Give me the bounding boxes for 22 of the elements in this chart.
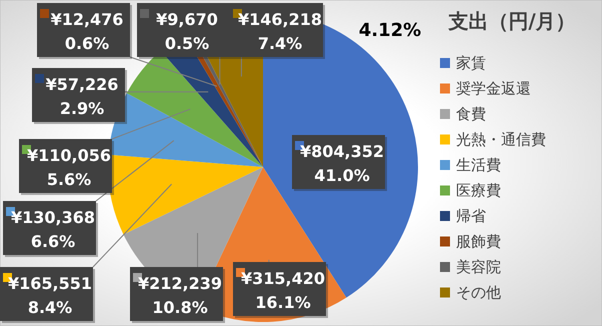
data-label: ¥9,670 0.5%: [156, 10, 218, 53]
legend-label: その他: [456, 284, 501, 302]
data-label: ¥146,218 7.4%: [238, 10, 322, 53]
data-label: ¥165,551 8.4%: [8, 274, 92, 317]
data-label: ¥110,056 5.6%: [26, 146, 112, 189]
data-label: ¥130,368 6.6%: [10, 208, 96, 251]
data-label: ¥12,476 0.6%: [50, 10, 124, 53]
legend-label: 服飾費: [456, 232, 501, 250]
chart-title: 支出（円/月）: [447, 9, 576, 33]
legend-label: 医療費: [456, 182, 501, 200]
legend-label: 奨学金返還: [456, 80, 531, 98]
legend-label: 家賃: [456, 54, 486, 72]
data-label: ¥212,239 10.8%: [138, 274, 222, 317]
data-label: ¥804,352 41.0%: [300, 142, 384, 185]
legend-label: 食費: [456, 105, 486, 123]
legend-label: 光熱・通信費: [456, 130, 546, 148]
data-label: ¥315,420 16.1%: [240, 269, 326, 312]
text: 4.12%: [358, 20, 422, 41]
legend-label: 帰省: [456, 207, 486, 225]
data-label: ¥57,226 2.9%: [46, 75, 118, 118]
legend-label: 美容院: [456, 258, 501, 276]
legend-label: 生活費: [456, 156, 501, 174]
